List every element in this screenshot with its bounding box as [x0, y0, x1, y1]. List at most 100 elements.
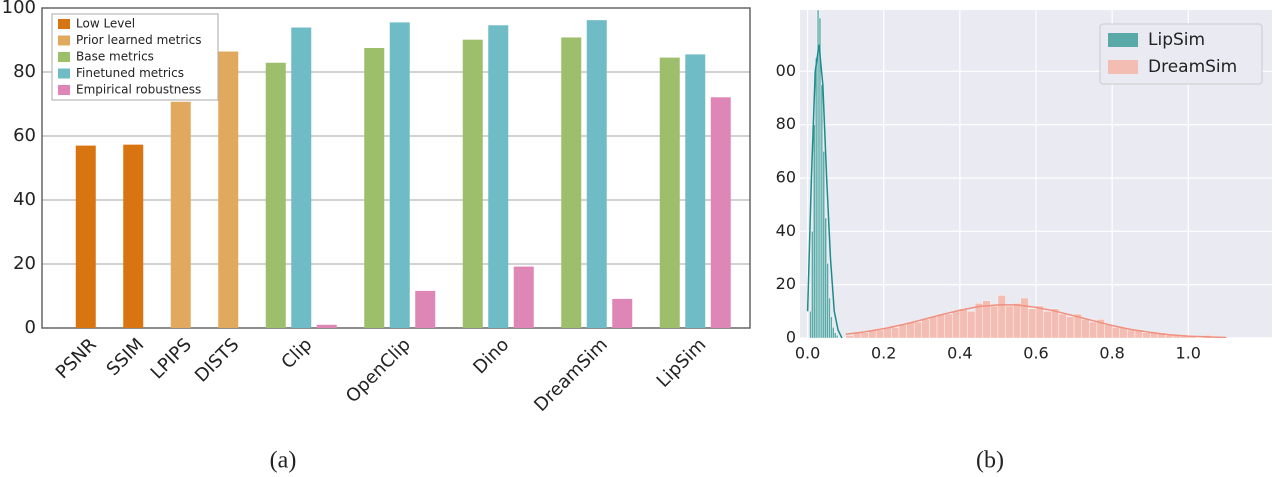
histogram-bar: [832, 327, 835, 338]
histogram-bar: [822, 151, 825, 338]
histogram-bar: [997, 295, 1006, 338]
bar: [513, 266, 534, 328]
bar: [415, 290, 436, 328]
bar: [265, 62, 286, 328]
legend-box: [51, 13, 219, 101]
y-tick-label: 0: [786, 328, 796, 347]
legend-label: Empirical robustness: [76, 83, 201, 97]
y-tick-label: 80: [13, 61, 36, 82]
legend-swatch: [1108, 33, 1138, 47]
histogram-bar: [828, 297, 831, 338]
legend-swatch: [1108, 60, 1138, 74]
histogram-bar: [936, 313, 945, 338]
histogram-bar: [944, 313, 953, 338]
histogram-bar: [1127, 329, 1136, 338]
bar: [710, 97, 731, 328]
bar: [170, 101, 191, 328]
plot-area: [806, 10, 1227, 338]
kde-line: [806, 44, 843, 338]
x-tick-label: DreamSim: [530, 334, 612, 416]
y-tick-label: 20: [13, 253, 36, 274]
histogram-bar: [967, 311, 976, 338]
x-tick-label: 0.0: [795, 344, 820, 363]
bar: [291, 27, 312, 329]
y-tick-label: 20: [776, 274, 796, 293]
x-tick-label: 0.6: [1023, 344, 1048, 363]
x-tick-label: 0.2: [871, 344, 896, 363]
legend-label: LipSim: [1148, 30, 1205, 50]
histogram-bar: [1081, 319, 1090, 338]
bar: [389, 22, 410, 329]
histogram-bar: [824, 217, 827, 338]
x-tick-label: 0.4: [947, 344, 972, 363]
bar: [612, 298, 633, 328]
histogram-bar: [1020, 297, 1029, 338]
histogram-bar: [1111, 327, 1120, 338]
legend-swatch: [58, 19, 70, 29]
x-tick-label: PSNR: [52, 334, 101, 383]
histogram-bar: [834, 332, 837, 338]
legend-label: Prior learned metrics: [76, 33, 202, 47]
histogram-bar: [875, 329, 884, 338]
histogram-bar: [835, 335, 839, 338]
bar: [462, 39, 483, 329]
legend-label: Base metrics: [76, 50, 154, 64]
histogram-bar: [1104, 324, 1113, 338]
legend-label: Finetuned metrics: [76, 66, 184, 80]
histogram-bar: [990, 305, 999, 338]
bar: [561, 37, 582, 328]
x-tick-label: Dino: [469, 334, 513, 378]
histogram-bar: [974, 303, 983, 338]
histogram-bar: [1051, 308, 1060, 338]
bar: [218, 51, 239, 329]
histogram-bar: [826, 263, 829, 338]
histogram-bar: [906, 321, 915, 338]
bar: [685, 54, 706, 329]
histogram-bar: [820, 84, 824, 338]
y-tick-label: 80: [776, 114, 796, 133]
histogram-bar: [1028, 308, 1037, 338]
histogram-bar: [1142, 332, 1151, 338]
histogram-bar: [1058, 313, 1067, 338]
histogram-bar: [809, 311, 812, 338]
y-tick-label: 00: [776, 61, 796, 80]
caption: (b): [976, 448, 1004, 474]
histogram-bar: [1066, 316, 1075, 338]
bar: [123, 144, 144, 328]
histogram-bar: [952, 311, 961, 338]
histogram-bar: [830, 316, 833, 338]
histogram-bar: [891, 327, 900, 338]
histogram-bar: [815, 57, 818, 338]
y-tick-label: 0: [25, 317, 36, 338]
y-tick-label: 60: [776, 168, 796, 187]
legend-label: Low Level: [76, 17, 135, 31]
y-tick-label: 60: [13, 125, 36, 146]
histogram-bar: [813, 124, 816, 338]
histogram-bar: [1043, 311, 1052, 338]
x-tick-label: DISTS: [191, 334, 243, 386]
caption: (a): [270, 448, 297, 474]
bar: [75, 145, 96, 328]
y-tick-label: 100: [2, 0, 36, 18]
histogram-bar: [929, 316, 938, 338]
x-tick-label: 1.0: [1176, 344, 1201, 363]
bar: [659, 57, 680, 328]
kde-line: [845, 304, 1227, 338]
legend-label: DreamSim: [1148, 57, 1237, 77]
x-tick-label: 0.8: [1099, 344, 1124, 363]
histogram-bar: [921, 319, 930, 338]
x-tick-label: SSIM: [103, 334, 149, 380]
histogram-bar: [845, 335, 854, 338]
x-tick-label: LipSim: [653, 334, 711, 392]
bar: [586, 20, 607, 328]
histogram-bar: [1089, 321, 1098, 338]
histogram-bar: [959, 308, 968, 338]
bar: [488, 25, 509, 329]
y-tick-label: 40: [776, 221, 796, 240]
bar: [316, 324, 337, 328]
legend-swatch: [58, 68, 70, 79]
bar: [364, 48, 385, 328]
y-tick-label: 40: [13, 189, 36, 210]
legend-swatch: [58, 85, 70, 95]
